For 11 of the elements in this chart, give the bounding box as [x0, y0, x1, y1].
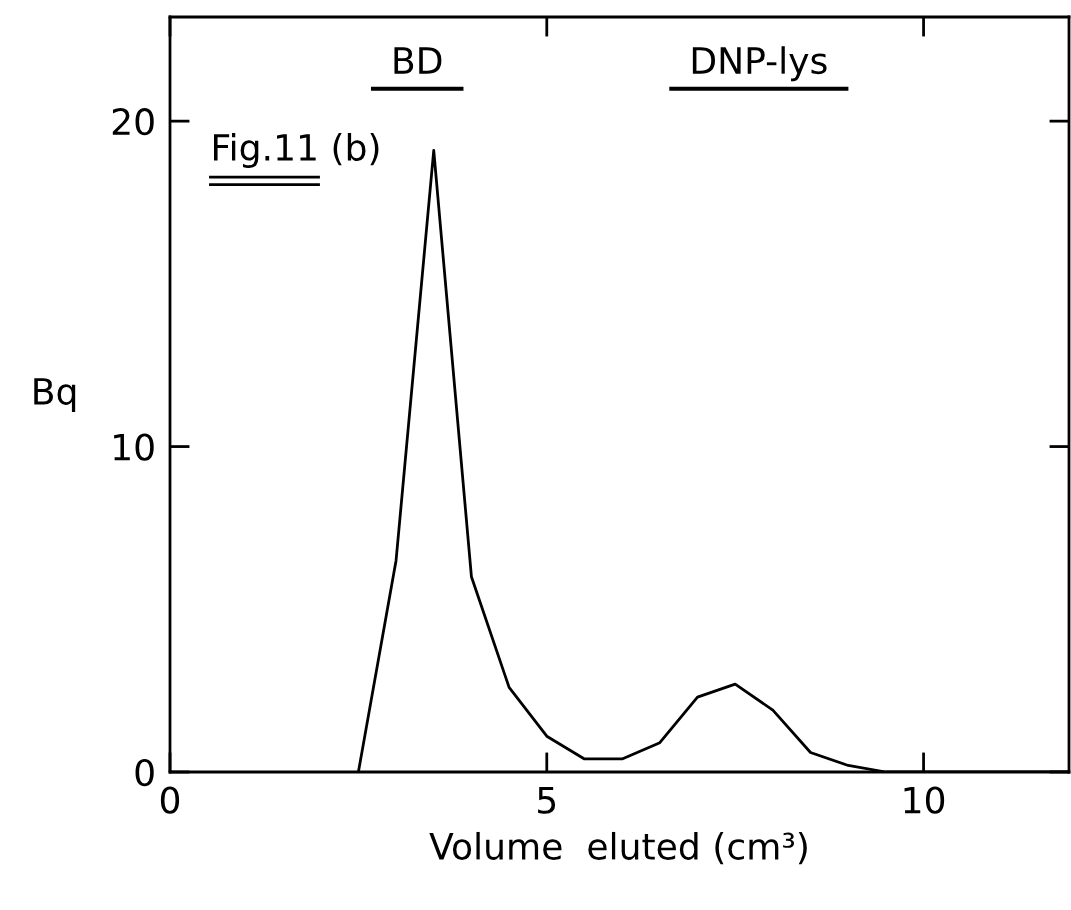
y-tick-label: 10	[114, 433, 154, 461]
x-tick-label: 0	[160, 786, 180, 814]
annotation: DNP-lys	[692, 46, 827, 82]
annotation: BD	[394, 47, 442, 74]
x-tick-label: 5	[538, 787, 556, 814]
y-tick-label: 20	[112, 108, 154, 136]
x-tick-label: 10	[904, 786, 945, 814]
y-axis-title: Bq	[34, 378, 76, 412]
y-tick-label: 0	[135, 758, 154, 787]
annotation: Fig.11 (b)	[214, 133, 379, 168]
x-axis-title: Volume eluted (cm³)	[429, 831, 807, 865]
